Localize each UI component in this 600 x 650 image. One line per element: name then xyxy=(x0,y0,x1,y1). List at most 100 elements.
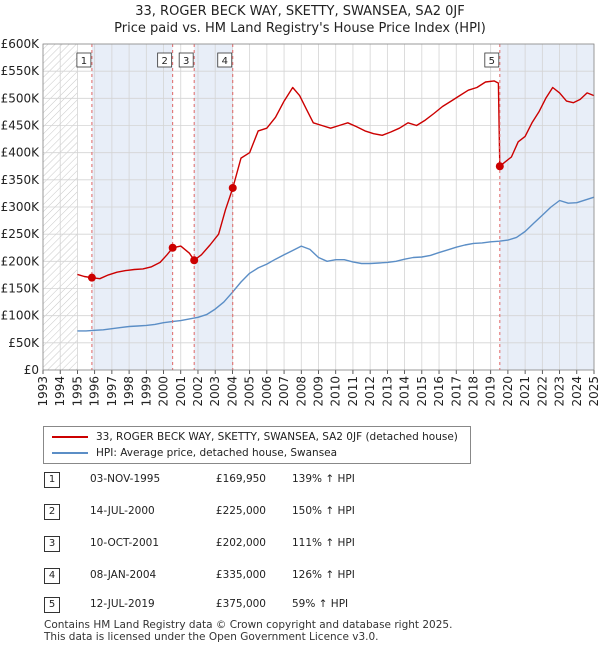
sale-row: 2 14-JUL-2000 £225,000 150% ↑ HPI xyxy=(44,504,384,520)
sale-number-box xyxy=(484,52,500,68)
legend-item-property: 33, ROGER BECK WAY, SKETTY, SWANSEA, SA2… xyxy=(52,429,458,445)
x-tick-label: 2008 xyxy=(294,376,308,407)
x-tick-label: 1995 xyxy=(70,376,84,407)
sale-point xyxy=(168,243,177,252)
sale-number-badge: 1 xyxy=(44,472,60,488)
legend-swatch-property xyxy=(52,436,88,438)
sale-price: £225,000 xyxy=(215,505,266,517)
y-tick-label: £450K xyxy=(1,119,41,133)
sale-number-badge: 5 xyxy=(44,597,60,613)
y-tick-label: £300K xyxy=(1,200,41,214)
sale-hpi-change: 59% ↑ HPI xyxy=(292,598,349,610)
footer-copyright: Contains HM Land Registry data © Crown c… xyxy=(44,619,453,631)
y-tick-label: £150K xyxy=(1,282,41,296)
sale-row: 3 10-OCT-2001 £202,000 111% ↑ HPI xyxy=(44,536,384,552)
sale-number-badge: 3 xyxy=(44,536,60,552)
x-tick-label: 1998 xyxy=(122,376,136,407)
x-tick-label: 2020 xyxy=(501,376,515,407)
property-price-line xyxy=(77,80,595,280)
x-tick-label: 2016 xyxy=(432,376,446,407)
sale-number-box xyxy=(217,52,233,68)
y-tick-label: £100K xyxy=(1,309,41,323)
chart-subtitle: Price paid vs. HM Land Registry's House … xyxy=(114,21,486,36)
y-tick-label: £500K xyxy=(1,91,41,105)
sale-date: 03-NOV-1995 xyxy=(90,473,161,485)
x-tick-label: 1994 xyxy=(53,376,67,407)
footer-notice: Contains HM Land Registry data © Crown c… xyxy=(44,619,452,643)
y-tick-label: £600K xyxy=(1,37,41,51)
x-tick-label: 2022 xyxy=(535,376,549,407)
x-tick-label: 2021 xyxy=(518,376,532,407)
x-tick-label: 2005 xyxy=(243,376,257,407)
x-tick-label: 2019 xyxy=(484,376,498,407)
sale-number-label: 4 xyxy=(222,56,228,67)
x-tick-label: 2003 xyxy=(208,376,222,407)
x-tick-label: 2001 xyxy=(174,376,188,407)
x-tick-label: 2013 xyxy=(380,376,394,407)
x-tick-label: 2004 xyxy=(225,376,239,407)
sale-number-label: 3 xyxy=(183,56,189,67)
legend-label-property: 33, ROGER BECK WAY, SKETTY, SWANSEA, SA2… xyxy=(96,431,458,443)
sale-price: £375,000 xyxy=(215,598,266,610)
plot-border xyxy=(42,43,595,371)
sale-point xyxy=(87,273,96,282)
sale-hpi-change: 111% ↑ HPI xyxy=(292,537,355,549)
chart-title-block: 33, ROGER BECK WAY, SKETTY, SWANSEA, SA2… xyxy=(0,3,600,37)
sale-point xyxy=(228,183,237,192)
sale-hpi-change: 150% ↑ HPI xyxy=(292,505,355,517)
x-tick-label: 2023 xyxy=(553,376,567,407)
sale-row: 4 08-JAN-2004 £335,000 126% ↑ HPI xyxy=(44,568,384,584)
sale-number-badge: 4 xyxy=(44,568,60,584)
chart-legend: 33, ROGER BECK WAY, SKETTY, SWANSEA, SA2… xyxy=(43,426,471,464)
x-tick-label: 1999 xyxy=(139,376,153,407)
sale-number-box xyxy=(157,52,173,68)
sale-number-label: 5 xyxy=(489,56,495,67)
x-tick-label: 1993 xyxy=(36,376,50,407)
sale-number-label: 2 xyxy=(161,56,167,67)
legend-item-hpi: HPI: Average price, detached house, Swan… xyxy=(52,445,337,461)
y-tick-label: £50K xyxy=(8,336,40,350)
sale-hpi-change: 126% ↑ HPI xyxy=(292,569,355,581)
x-tick-label: 2025 xyxy=(587,376,600,407)
sale-hpi-change: 139% ↑ HPI xyxy=(292,473,355,485)
x-tick-label: 2010 xyxy=(329,376,343,407)
y-tick-label: £350K xyxy=(1,173,41,187)
sale-date: 08-JAN-2004 xyxy=(90,569,157,581)
chart-title: 33, ROGER BECK WAY, SKETTY, SWANSEA, SA2… xyxy=(135,4,465,19)
sale-point xyxy=(190,256,199,265)
footer-licence: This data is licensed under the Open Gov… xyxy=(44,631,379,643)
sale-price: £169,950 xyxy=(215,473,266,485)
x-tick-label: 2006 xyxy=(260,376,274,407)
sale-price: £335,000 xyxy=(215,569,266,581)
x-tick-label: 2000 xyxy=(157,376,171,407)
sale-point xyxy=(495,162,504,171)
hpi-line xyxy=(77,196,595,332)
sale-date: 10-OCT-2001 xyxy=(90,537,159,549)
y-tick-label: £550K xyxy=(1,64,41,78)
sale-row: 5 12-JUL-2019 £375,000 59% ↑ HPI xyxy=(44,597,384,613)
x-tick-label: 2011 xyxy=(346,376,360,407)
y-tick-label: £400K xyxy=(1,146,41,160)
sale-price: £202,000 xyxy=(215,537,266,549)
x-tick-label: 2007 xyxy=(277,376,291,407)
sale-number-label: 1 xyxy=(81,56,87,67)
x-tick-label: 2009 xyxy=(312,376,326,407)
sale-number-box xyxy=(178,52,194,68)
x-tick-label: 2018 xyxy=(466,376,480,407)
sale-date: 12-JUL-2019 xyxy=(90,598,155,610)
x-tick-label: 1997 xyxy=(105,376,119,407)
sale-number-badge: 2 xyxy=(44,504,60,520)
sale-row: 1 03-NOV-1995 £169,950 139% ↑ HPI xyxy=(44,472,384,488)
x-tick-label: 2012 xyxy=(363,376,377,407)
x-tick-label: 2014 xyxy=(398,376,412,407)
price-chart: 1 2 3 4 5 £0 £50K £100K £150K £200K £250K £300K £35… xyxy=(1,37,600,407)
sale-date: 14-JUL-2000 xyxy=(90,505,155,517)
x-tick-label: 1996 xyxy=(88,376,102,407)
x-tick-label: 2017 xyxy=(449,376,463,407)
legend-label-hpi: HPI: Average price, detached house, Swan… xyxy=(96,447,338,459)
y-tick-label: £250K xyxy=(1,227,41,241)
y-tick-label: £0 xyxy=(24,363,39,377)
y-tick-label: £200K xyxy=(1,254,41,268)
legend-swatch-hpi xyxy=(52,452,88,454)
x-tick-label: 2002 xyxy=(191,376,205,407)
